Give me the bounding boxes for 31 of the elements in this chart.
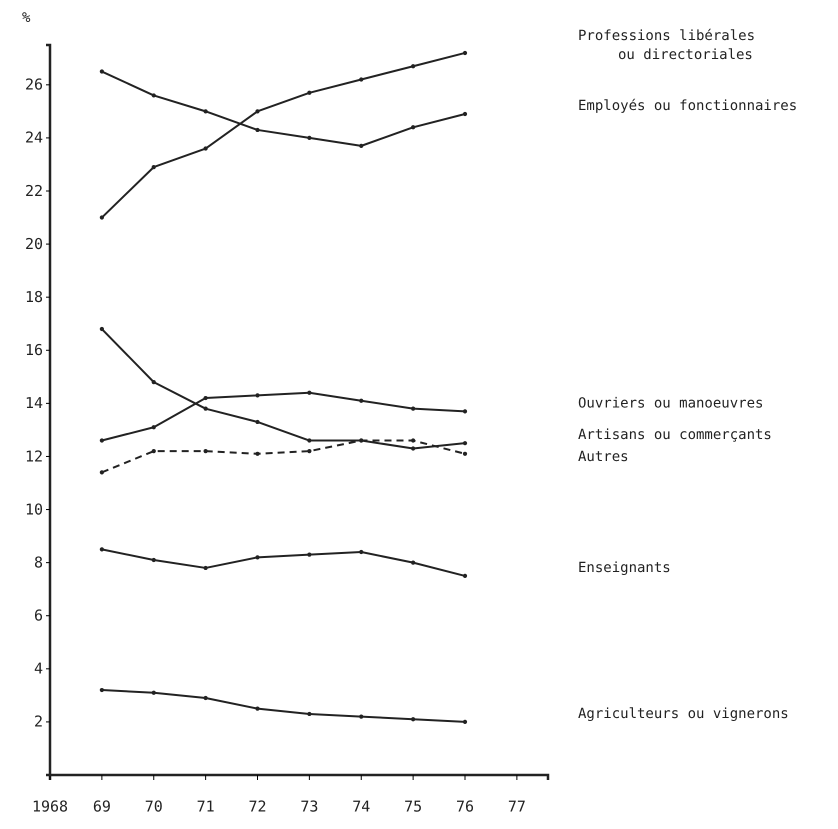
text: Ouvriers ou manoeuvres <box>578 395 764 412</box>
x-tick-label: 1968 <box>32 798 68 816</box>
x-tick-label: 73 <box>300 798 318 816</box>
y-tick-label: 20 <box>24 234 43 253</box>
y-tick-label: 10 <box>24 500 43 518</box>
x-tick-label: 70 <box>144 798 163 816</box>
y-axis-title: % <box>22 10 31 26</box>
text: Professions libérales ou directoriales <box>578 28 756 63</box>
y-tick-label: 26 <box>24 76 43 94</box>
y-tick-label: 12 <box>24 447 43 466</box>
x-tick-label: 77 <box>508 798 526 816</box>
y-tick-label: 22 <box>24 182 43 200</box>
y-tick-label: 4 <box>34 660 43 678</box>
text: Employés ou fonctionnaires <box>578 98 798 114</box>
y-tick-label: 14 <box>24 394 43 412</box>
y-tick-label: 2 <box>34 712 43 731</box>
text: Autres <box>578 449 629 466</box>
x-tick-label: 75 <box>404 798 422 816</box>
x-tick-label: 72 <box>248 798 267 816</box>
x-tick-label: 74 <box>352 798 370 816</box>
text: Artisans ou commerçants <box>578 427 772 444</box>
y-tick-label: 24 <box>24 128 43 147</box>
y-tick-label: 8 <box>34 553 43 572</box>
text: Enseignants <box>578 560 671 576</box>
y-tick-label: 16 <box>24 341 43 360</box>
x-tick-label: 76 <box>456 798 474 816</box>
x-tick-label: 69 <box>92 798 111 816</box>
y-tick-label: 6 <box>34 606 43 625</box>
x-tick-label: 71 <box>196 798 215 816</box>
y-tick-label: 18 <box>24 288 43 306</box>
text: Agriculteurs ou vignerons <box>578 706 789 722</box>
